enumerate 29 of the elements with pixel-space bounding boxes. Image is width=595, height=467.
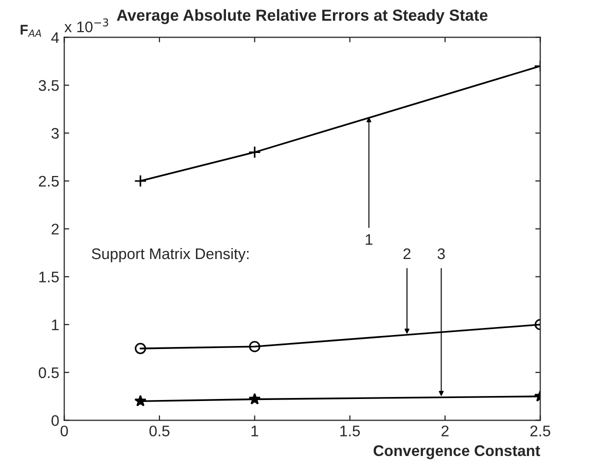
y-tick-label: 2: [52, 224, 59, 234]
x-tick-label: 0.5: [149, 426, 170, 436]
annotation: 2: [404, 248, 410, 260]
point: [248, 392, 261, 404]
x-tick-label: 1: [252, 426, 258, 436]
x-tick-label: 0: [60, 426, 68, 436]
text: x 10$^{−3}$: [64, 18, 108, 32]
point: [134, 174, 147, 188]
y-tick-label: 1: [52, 320, 59, 330]
point: [249, 340, 260, 352]
point: [134, 342, 146, 354]
annotation: 3: [438, 248, 445, 260]
x-tick-label: 1.5: [340, 426, 360, 436]
point: [248, 146, 261, 159]
y-axis-title: F$_{AA}$: [20, 24, 42, 37]
annotation: 1: [366, 234, 372, 245]
y-tick-label: 3.5: [38, 80, 59, 91]
y-tick-label: 3: [51, 128, 59, 139]
x-axis-title: Convergence Constant: [374, 445, 540, 460]
y-tick-label: 4: [51, 32, 59, 43]
y-tick-label: 1.5: [39, 272, 59, 282]
chart-title: Average Absolute Relative Errors at Steady State: [116, 9, 488, 24]
y-tick-label: 0.5: [38, 367, 59, 378]
y-tick-label: 0: [52, 415, 59, 426]
y-tick-label: 2.5: [38, 176, 59, 187]
point: [134, 394, 146, 406]
x-tick-label: 2.5: [530, 426, 550, 436]
x-tick-label: 2: [442, 426, 449, 436]
annotation: Support Matrix Density:: [92, 248, 249, 262]
